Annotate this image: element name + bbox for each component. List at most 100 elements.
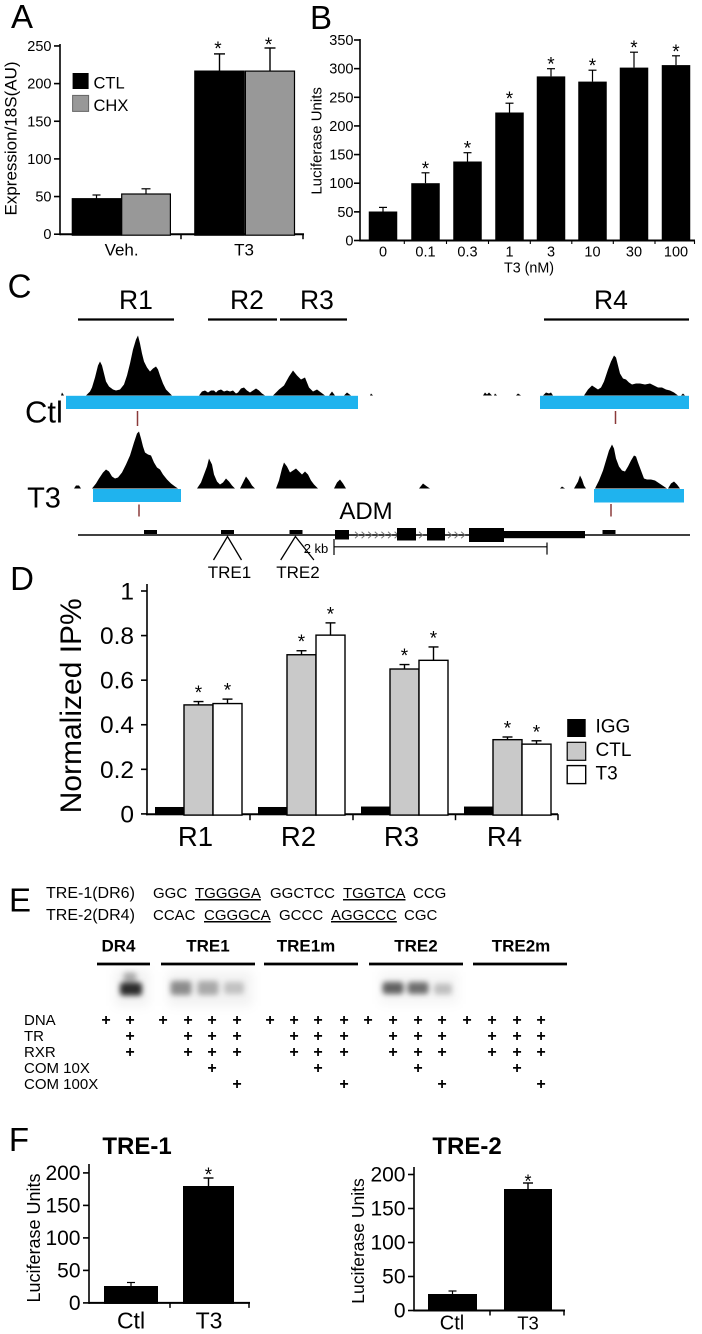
svg-text:*: * xyxy=(630,38,638,59)
svg-text:+: + xyxy=(413,1028,422,1045)
svg-text:DR4: DR4 xyxy=(101,937,136,956)
svg-text:0.4: 0.4 xyxy=(100,712,134,739)
svg-text:+: + xyxy=(339,1076,348,1093)
svg-text:+: + xyxy=(313,1060,322,1077)
svg-text:TRE2m: TRE2m xyxy=(492,937,551,956)
svg-text:+: + xyxy=(183,1044,192,1061)
svg-text:*: * xyxy=(214,39,222,60)
svg-text:CHX: CHX xyxy=(94,97,129,115)
svg-text:300: 300 xyxy=(329,62,353,78)
svg-text:T3: T3 xyxy=(517,1313,539,1334)
svg-text:*: * xyxy=(298,632,306,653)
svg-text:B: B xyxy=(310,0,332,36)
svg-text:T3: T3 xyxy=(27,483,61,515)
svg-text:+: + xyxy=(413,1060,422,1077)
svg-text:R1: R1 xyxy=(178,821,213,852)
svg-text:Luciferase Units: Luciferase Units xyxy=(309,87,326,195)
svg-text:E: E xyxy=(9,882,31,919)
svg-text:+: + xyxy=(289,1012,298,1029)
svg-text:TRE2: TRE2 xyxy=(276,563,319,582)
svg-text:+: + xyxy=(207,1060,216,1077)
svg-text:*: * xyxy=(506,89,514,110)
svg-text:R1: R1 xyxy=(119,285,153,315)
svg-text:GCCC: GCCC xyxy=(279,907,323,924)
svg-text:1: 1 xyxy=(505,245,513,261)
svg-text:0: 0 xyxy=(379,245,387,261)
svg-text:0: 0 xyxy=(120,801,134,828)
svg-text:+: + xyxy=(437,1012,446,1029)
svg-text:+: + xyxy=(487,1028,496,1045)
svg-text:RXR: RXR xyxy=(24,1044,56,1061)
svg-text:Ctl: Ctl xyxy=(117,1308,145,1334)
svg-text:*: * xyxy=(589,56,597,77)
svg-text:+: + xyxy=(413,1044,422,1061)
svg-text:+: + xyxy=(437,1044,446,1061)
svg-text:*: * xyxy=(205,1165,213,1186)
svg-text:+: + xyxy=(512,1060,521,1077)
svg-text:+: + xyxy=(125,1028,134,1045)
svg-text:TRE1: TRE1 xyxy=(208,563,251,582)
svg-text:GGCTCC: GGCTCC xyxy=(270,885,335,902)
svg-text:50: 50 xyxy=(57,1259,80,1282)
svg-text:+: + xyxy=(232,1028,241,1045)
svg-text:+: + xyxy=(388,1028,397,1045)
svg-text:CCG: CCG xyxy=(413,885,446,902)
svg-text:200: 200 xyxy=(27,77,51,93)
svg-text:ADM: ADM xyxy=(339,498,392,525)
svg-text:Veh.: Veh. xyxy=(105,241,139,260)
svg-text:+: + xyxy=(313,1028,322,1045)
svg-text:100: 100 xyxy=(329,176,353,192)
svg-text:COM 100X: COM 100X xyxy=(24,1076,98,1093)
svg-text:R3: R3 xyxy=(384,821,419,852)
svg-text:R2: R2 xyxy=(230,285,264,315)
svg-text:+: + xyxy=(232,1044,241,1061)
svg-text:150: 150 xyxy=(329,148,353,164)
svg-text:+: + xyxy=(207,1044,216,1061)
svg-text:TRE-2(DR4): TRE-2(DR4) xyxy=(46,907,135,924)
svg-text:+: + xyxy=(313,1044,322,1061)
svg-text:0.8: 0.8 xyxy=(100,623,134,650)
svg-text:+: + xyxy=(232,1076,241,1093)
svg-text:+: + xyxy=(339,1012,348,1029)
svg-text:+: + xyxy=(363,1012,372,1029)
svg-text:0: 0 xyxy=(394,1300,406,1323)
svg-text:T3 (nM): T3 (nM) xyxy=(504,261,554,277)
svg-text:R2: R2 xyxy=(281,821,316,852)
svg-text:R4: R4 xyxy=(487,821,522,852)
svg-text:350: 350 xyxy=(329,33,353,49)
svg-text:+: + xyxy=(512,1012,521,1029)
svg-text:TGGTCA: TGGTCA xyxy=(343,885,406,902)
svg-text:100: 100 xyxy=(45,1227,80,1250)
svg-text:+: + xyxy=(512,1044,521,1061)
svg-text:*: * xyxy=(265,35,273,56)
svg-text:TRE1: TRE1 xyxy=(186,937,229,956)
svg-text:*: * xyxy=(464,139,472,160)
svg-text:50: 50 xyxy=(35,190,51,206)
svg-text:100: 100 xyxy=(27,152,51,168)
svg-text:0.2: 0.2 xyxy=(100,757,134,784)
svg-text:1: 1 xyxy=(120,579,134,606)
svg-text:+: + xyxy=(339,1028,348,1045)
svg-text:*: * xyxy=(547,55,555,76)
svg-text:+: + xyxy=(183,1028,192,1045)
svg-text:C: C xyxy=(8,268,32,305)
svg-text:TGGGGA: TGGGGA xyxy=(195,885,261,902)
svg-text:0: 0 xyxy=(43,227,51,243)
svg-text:CCAC: CCAC xyxy=(153,907,196,924)
svg-text:Luciferase Units: Luciferase Units xyxy=(348,1178,368,1304)
svg-text:Normalized IP%: Normalized IP% xyxy=(55,598,88,813)
svg-text:A: A xyxy=(11,0,33,35)
svg-text:Ctl: Ctl xyxy=(25,395,63,430)
svg-text:COM 10X: COM 10X xyxy=(24,1060,90,1077)
svg-text:Luciferase Units: Luciferase Units xyxy=(24,1173,44,1302)
svg-text:30: 30 xyxy=(626,245,642,261)
svg-text:CGC: CGC xyxy=(404,907,438,924)
svg-text:250: 250 xyxy=(27,39,51,55)
svg-text:+: + xyxy=(289,1028,298,1045)
svg-text:+: + xyxy=(265,1012,274,1029)
svg-text:DNA: DNA xyxy=(24,1012,56,1029)
svg-text:CTL: CTL xyxy=(94,75,125,93)
svg-text:+: + xyxy=(207,1012,216,1029)
svg-text:+: + xyxy=(313,1012,322,1029)
svg-text:+: + xyxy=(125,1044,134,1061)
